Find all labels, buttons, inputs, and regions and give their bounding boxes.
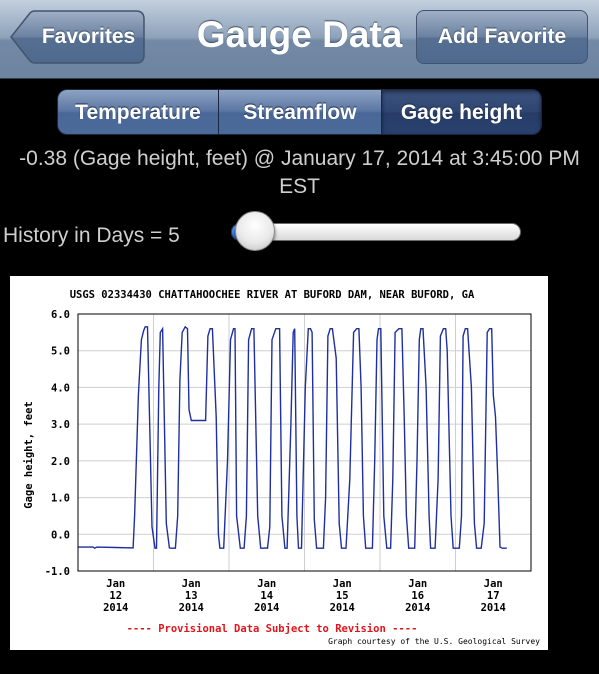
y-tick-label: 4.0 [51, 382, 70, 394]
y-tick-label: 6.0 [51, 309, 70, 321]
x-tick-label: Jan 13 2014 [179, 578, 204, 614]
back-button-shape [10, 10, 145, 64]
history-slider-thumb[interactable] [235, 211, 275, 251]
x-tick-label: Jan 17 2014 [481, 578, 506, 614]
x-tick-label: Jan 15 2014 [330, 578, 355, 614]
favorites-back-button[interactable]: Favorites [10, 10, 145, 64]
x-tick-label: Jan 12 2014 [103, 578, 128, 614]
y-tick-labels: -1.0 0.0 1.0 2.0 3.0 4.0 5.0 6.0 [45, 309, 70, 578]
provisional-note: ---- Provisional Data Subject to Revisio… [127, 623, 418, 635]
history-days-label: History in Days = 5 [3, 224, 180, 247]
x-tick-label: Jan 16 2014 [405, 578, 430, 614]
segment-gage-height[interactable]: Gage height [382, 90, 541, 134]
current-reading: -0.38 (Gage height, feet) @ January 17, … [0, 145, 599, 201]
courtesy-note: Graph courtesy of the U.S. Geological Su… [328, 637, 540, 646]
favorites-back-label: Favorites [41, 25, 136, 48]
gage-height-series-line [78, 325, 507, 550]
segment-temperature[interactable]: Temperature [58, 90, 219, 134]
add-favorite-button[interactable]: Add Favorite [416, 10, 588, 64]
x-tick-label: Jan 14 2014 [254, 578, 279, 614]
y-tick-label: 3.0 [51, 419, 70, 431]
x-tick-labels: Jan 12 2014 Jan 13 2014 Jan 14 2014 Jan 15 2014 Jan 1… [103, 578, 506, 614]
gage-height-graph: USGS 02334430 CHATTAHOOCHEE RIVER AT BUF… [10, 276, 548, 650]
reading-line-2: EST [279, 175, 320, 198]
plot-frame [77, 313, 532, 572]
y-axis-label: Gage height, feet [23, 401, 35, 508]
chart-svg: USGS 02334430 CHATTAHOOCHEE RIVER AT BUF… [23, 289, 540, 646]
measurement-segmented-control: Temperature Streamflow Gage height [57, 89, 542, 135]
navigation-bar: Favorites Gauge Data Add Favorite [0, 0, 599, 79]
page-title: Gauge Data [196, 14, 403, 55]
y-tick-label: 1.0 [51, 493, 70, 505]
y-tick-label: -1.0 [45, 566, 70, 578]
reading-line-1: -0.38 (Gage height, feet) @ January 17, … [19, 147, 580, 170]
chart-title: USGS 02334430 CHATTAHOOCHEE RIVER AT BUF… [70, 289, 475, 301]
y-tick-label: 5.0 [51, 346, 70, 358]
y-tick-label: 0.0 [51, 529, 70, 541]
y-tick-label: 2.0 [51, 456, 70, 468]
segment-streamflow[interactable]: Streamflow [219, 90, 382, 134]
